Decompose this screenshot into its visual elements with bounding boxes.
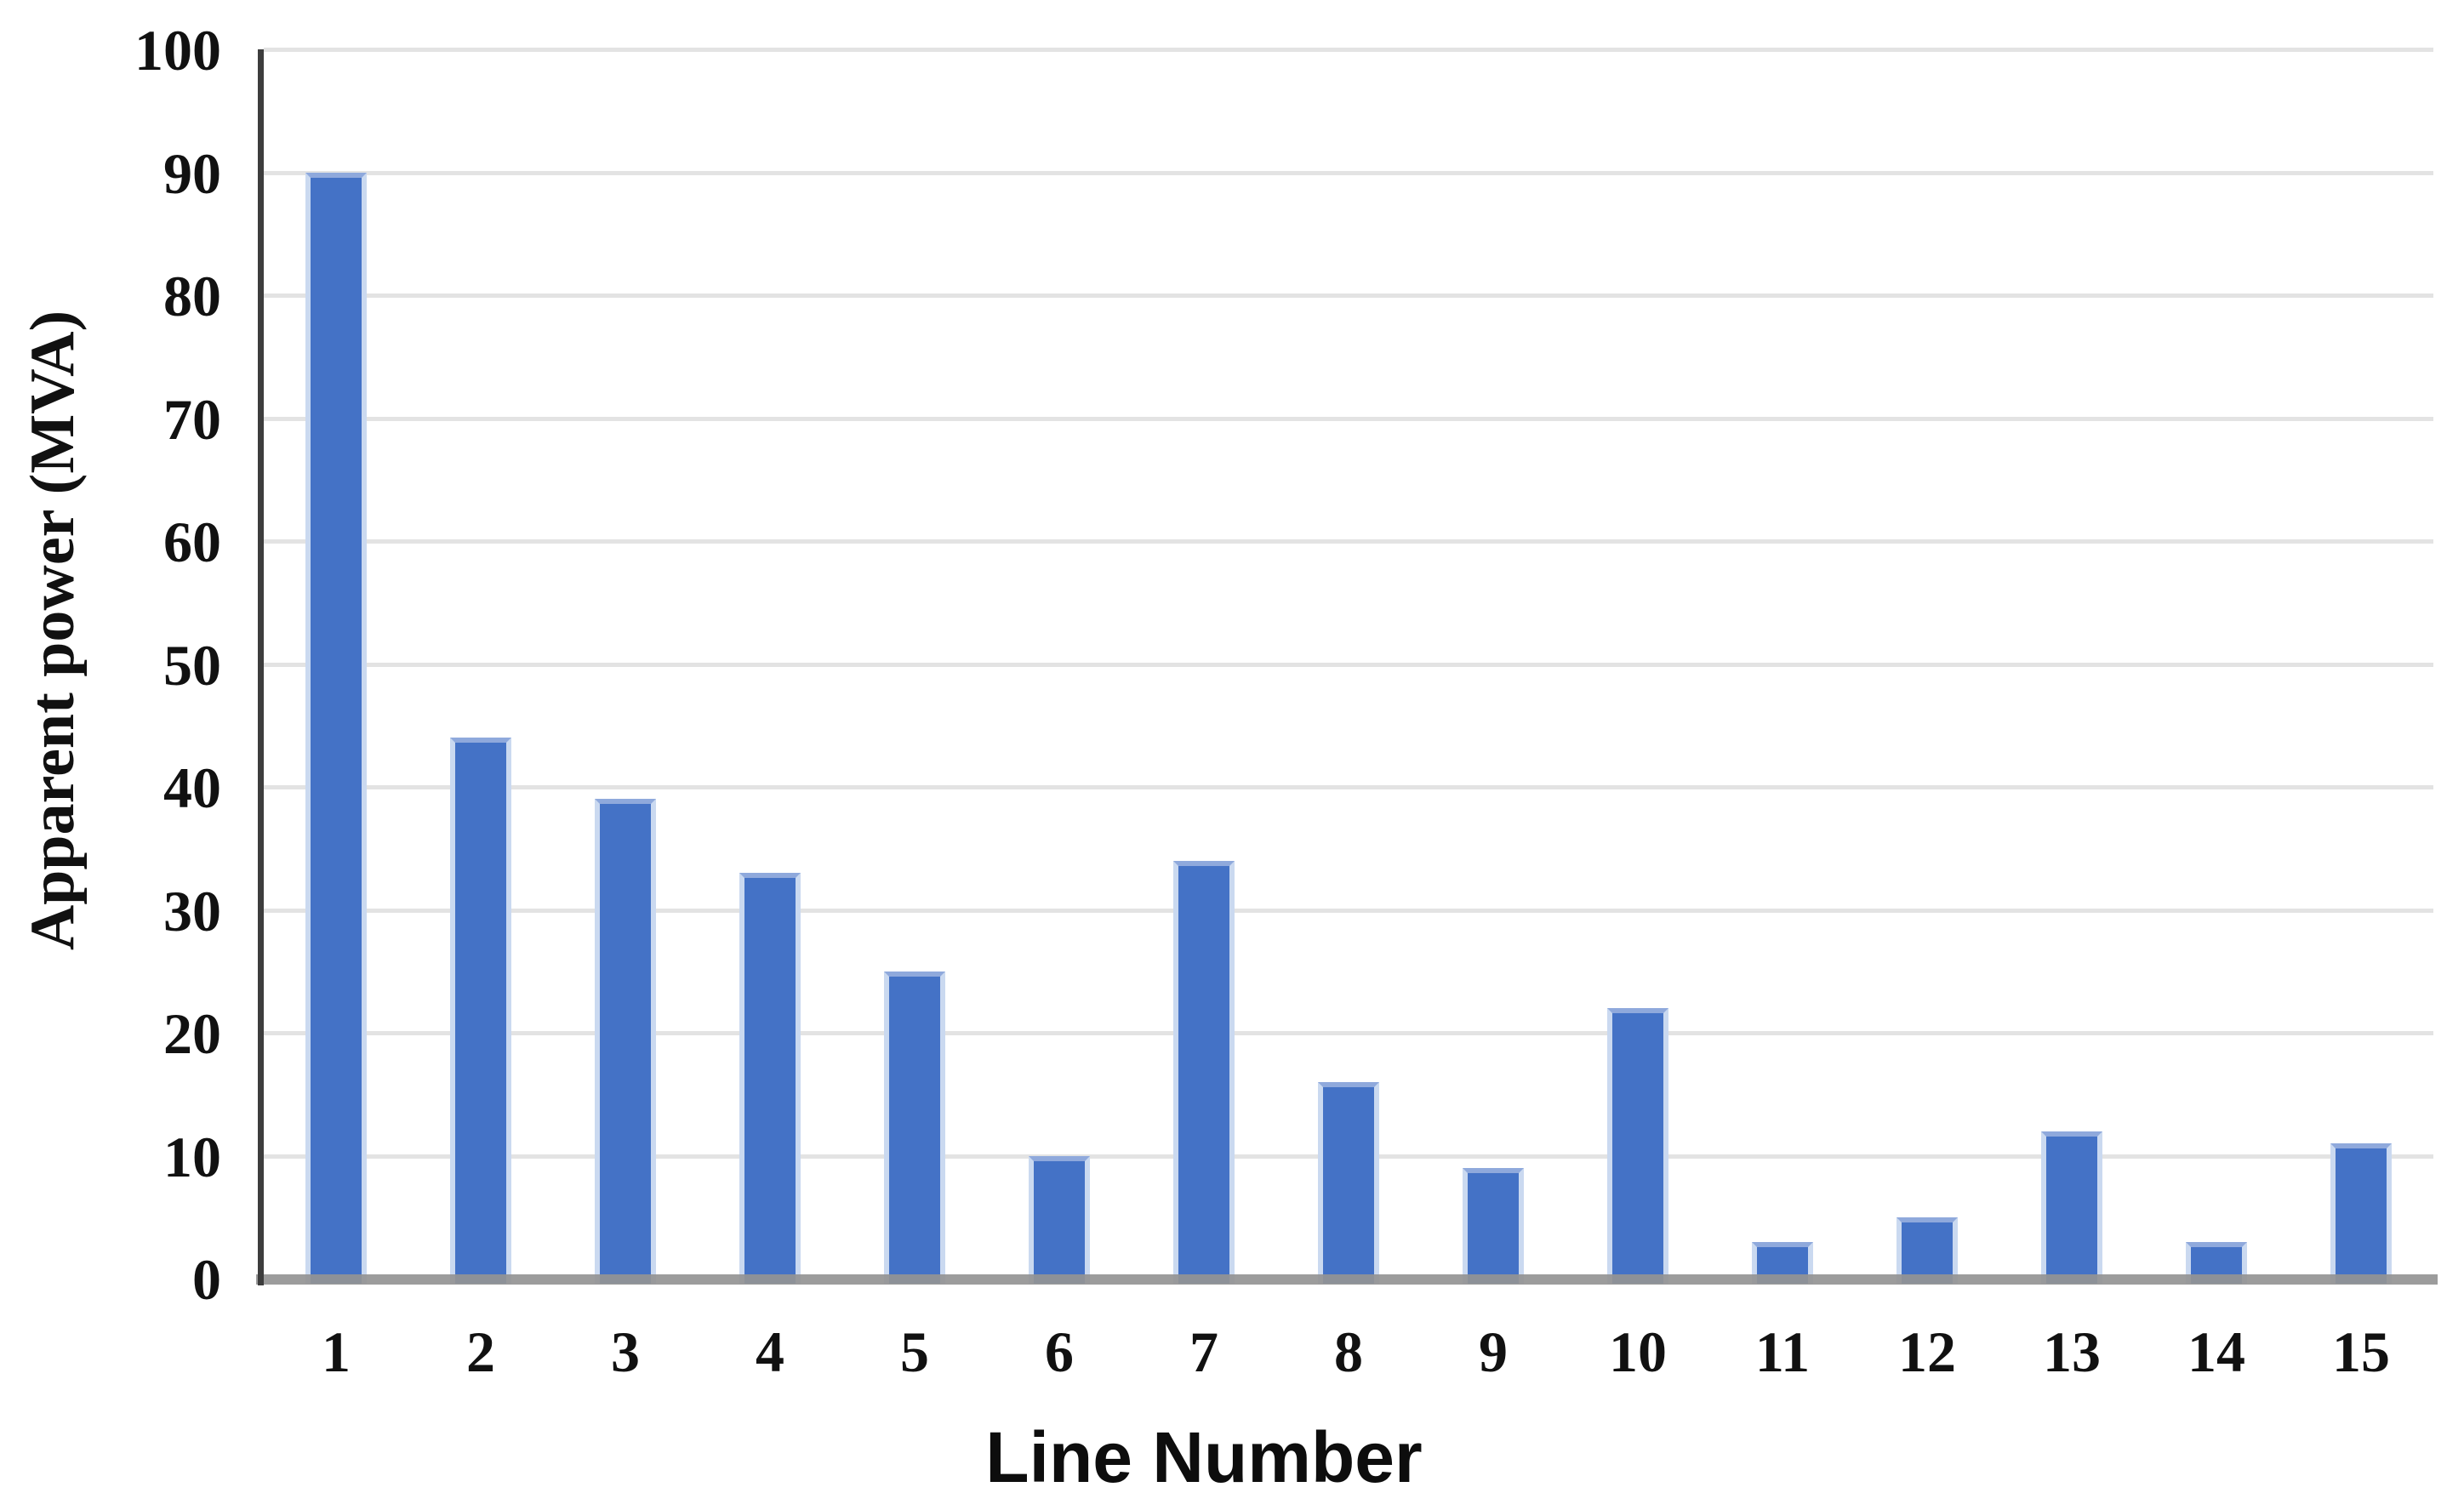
gridline-40: [264, 785, 2433, 789]
bar-line-7: [1173, 860, 1235, 1284]
x-tick-label-7: 7: [1189, 1319, 1218, 1384]
y-tick-label-50: 50: [163, 632, 221, 698]
gridline-70: [264, 416, 2433, 421]
bar-line-9: [1463, 1167, 1524, 1284]
gridline-60: [264, 539, 2433, 544]
bar-line-6: [1029, 1155, 1090, 1284]
y-tick-label-90: 90: [163, 140, 221, 206]
bar-line-2: [450, 738, 511, 1284]
x-tick-label-13: 13: [2043, 1319, 2101, 1384]
x-axis-line: [256, 1274, 2438, 1285]
x-tick-label-10: 10: [1609, 1319, 1667, 1384]
y-tick-label-60: 60: [163, 510, 221, 574]
gridline-50: [264, 662, 2433, 667]
gridline-80: [264, 293, 2433, 298]
x-tick-label-14: 14: [2187, 1319, 2245, 1384]
y-tick-label-30: 30: [163, 878, 221, 943]
y-axis-title: Apparent power (MVA): [18, 310, 88, 950]
x-tick-label-15: 15: [2332, 1319, 2390, 1384]
bar-line-12: [1896, 1217, 1958, 1284]
x-tick-label-3: 3: [611, 1319, 640, 1384]
x-tick-label-6: 6: [1045, 1319, 1074, 1384]
x-tick-label-5: 5: [900, 1319, 929, 1384]
y-tick-label-100: 100: [134, 18, 221, 83]
x-tick-label-4: 4: [756, 1319, 784, 1384]
y-tick-label-10: 10: [163, 1124, 221, 1189]
y-tick-label-20: 20: [163, 1001, 221, 1066]
y-tick-label-40: 40: [163, 755, 221, 820]
bar-line-4: [739, 873, 801, 1284]
x-tick-label-1: 1: [322, 1319, 351, 1384]
x-tick-label-9: 9: [1479, 1319, 1508, 1384]
gridline-90: [264, 170, 2433, 175]
bar-line-3: [595, 799, 656, 1284]
bar-line-8: [1318, 1081, 1379, 1284]
gridline-30: [264, 908, 2433, 913]
gridline-100: [264, 48, 2433, 52]
bar-line-13: [2041, 1131, 2102, 1284]
y-axis-line: [258, 49, 264, 1285]
bar-line-5: [884, 971, 945, 1284]
x-tick-label-12: 12: [1898, 1319, 1956, 1384]
gridline-20: [264, 1031, 2433, 1035]
y-tick-label-0: 0: [192, 1247, 221, 1312]
y-tick-label-70: 70: [163, 386, 221, 452]
bar-line-10: [1607, 1008, 1668, 1284]
x-tick-label-8: 8: [1334, 1319, 1363, 1384]
x-tick-label-11: 11: [1754, 1319, 1811, 1384]
y-tick-label-80: 80: [163, 264, 221, 328]
x-axis-title: Line Number: [985, 1417, 1423, 1497]
bar-line-1: [305, 172, 367, 1284]
bar-line-15: [2330, 1143, 2392, 1284]
x-tick-label-2: 2: [466, 1319, 495, 1384]
